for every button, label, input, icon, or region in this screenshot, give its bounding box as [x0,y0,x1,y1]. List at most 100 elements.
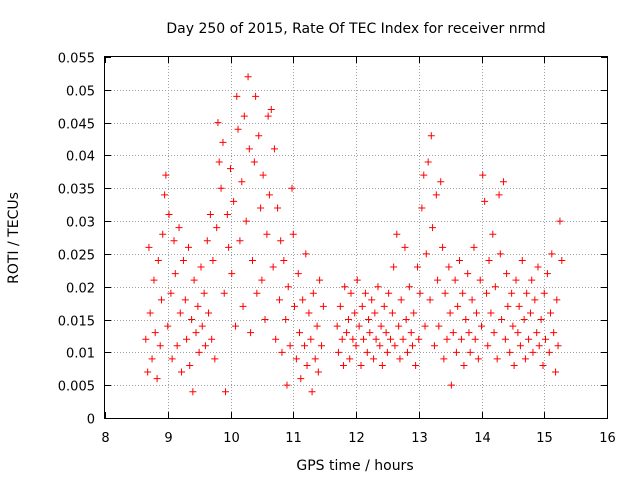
data-point [209,256,217,264]
data-point [311,355,319,363]
data-point [148,355,156,363]
data-point [270,145,278,153]
data-point [535,342,543,350]
data-point [499,178,507,186]
y-tick-label: 0.005 [58,380,95,395]
data-point [526,309,534,317]
data-point [305,309,313,317]
y-tick-label: 0.025 [58,249,95,264]
data-point [248,256,256,264]
data-point [150,276,158,284]
data-point [263,230,271,238]
data-point [468,296,476,304]
data-point [429,224,437,232]
data-point [220,289,228,297]
data-point [537,316,545,324]
data-point [159,230,167,238]
data-point [203,237,211,245]
data-point [357,361,365,369]
y-tick-label: 0.035 [58,183,95,198]
data-point [410,309,418,317]
data-point [213,224,221,232]
y-tick-label: 0.045 [58,118,95,133]
data-point [456,256,464,264]
data-point [430,342,438,350]
data-point [504,302,512,310]
data-point [278,348,286,356]
data-point [390,263,398,271]
data-point [416,289,424,297]
data-point [545,348,553,356]
data-point [151,329,159,337]
data-point [175,224,183,232]
data-point [380,302,388,310]
data-point [261,316,269,324]
data-point [347,289,355,297]
data-point [420,171,428,179]
y-tick-label: 0.02 [66,282,95,297]
data-point [264,112,272,120]
data-point [245,145,253,153]
data-point [217,184,225,192]
data-point [240,112,248,120]
data-point [512,276,520,284]
data-point [316,276,324,284]
data-point [402,316,410,324]
data-point [156,342,164,350]
data-point [441,289,449,297]
data-point [352,342,360,350]
data-point [521,355,529,363]
y-tick-label: 0 [87,413,95,428]
data-point [399,335,407,343]
data-points [142,73,566,396]
data-point [168,355,176,363]
data-point [214,119,222,127]
data-point [446,309,454,317]
data-point [397,296,405,304]
data-point [288,184,296,192]
data-point [142,335,150,343]
data-point [437,178,445,186]
data-point [277,237,285,245]
data-point [253,289,261,297]
x-tick-label: 8 [101,431,109,446]
data-point [471,335,479,343]
data-point [338,335,346,343]
data-point [523,289,531,297]
data-point [443,335,451,343]
data-point [258,276,266,284]
data-point [221,388,229,396]
data-point [543,270,551,278]
data-point [509,322,517,330]
data-point [280,256,288,264]
data-point [432,191,440,199]
data-point [173,342,181,350]
data-point [178,368,186,376]
data-point [195,348,203,356]
data-point [405,283,413,291]
data-point [487,309,495,317]
data-point [520,316,528,324]
data-point [408,342,416,350]
data-point [548,250,556,258]
data-point [234,125,242,133]
data-point [297,375,305,383]
data-point [183,335,191,343]
y-tick-label: 0.04 [66,150,95,165]
data-point [308,388,316,396]
data-point [474,355,482,363]
data-point [376,342,384,350]
data-point [336,302,344,310]
data-point [365,316,373,324]
data-point [154,256,162,264]
x-tick-label: 11 [285,431,302,446]
data-point [284,283,292,291]
data-point [206,211,214,219]
data-point [219,138,227,146]
data-point [529,348,537,356]
data-point [525,335,533,343]
data-point [208,335,216,343]
data-point [211,355,219,363]
data-point [230,197,238,205]
data-point [157,296,165,304]
